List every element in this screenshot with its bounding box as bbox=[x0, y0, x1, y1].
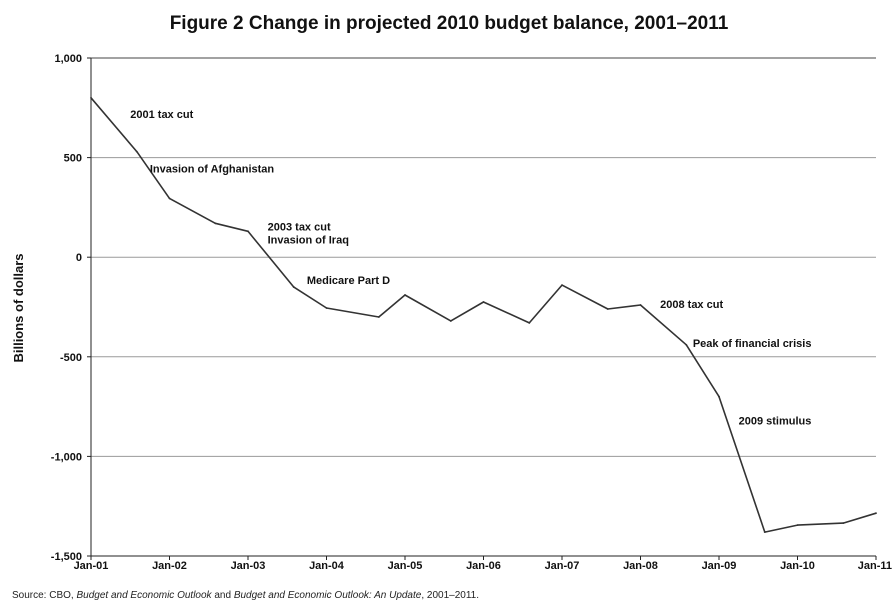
data-point bbox=[718, 395, 720, 398]
x-tick-labels: Jan-01 Jan-02 Jan-03 Jan-04 Jan-05 Jan-06 Jan-… bbox=[74, 560, 892, 572]
annotations: 2001 tax cut Invasion of Afghanistan 2003 … bbox=[130, 109, 811, 428]
data-point bbox=[168, 197, 171, 200]
x-tick-label: Jan-05 bbox=[388, 560, 423, 572]
data-point bbox=[763, 531, 766, 533]
y-tick-label: -1,000 bbox=[51, 451, 82, 463]
annotation-label: 2009 stimulus bbox=[739, 416, 812, 428]
x-tick-label: Jan-06 bbox=[466, 560, 501, 572]
x-tick-label: Jan-11 bbox=[858, 560, 892, 572]
data-point bbox=[90, 96, 92, 99]
source-prefix: Source: CBO, bbox=[12, 590, 76, 601]
chart-title: Figure 2 Change in projected 2010 budget… bbox=[170, 13, 729, 34]
series-group bbox=[90, 96, 877, 533]
data-point bbox=[377, 316, 380, 318]
annotation-label: 2008 tax cut bbox=[660, 299, 723, 311]
source-suffix: , 2001–2011. bbox=[421, 590, 479, 601]
annotation-label: 2001 tax cut bbox=[130, 109, 193, 121]
gridlines bbox=[91, 157, 876, 457]
data-point bbox=[247, 230, 249, 233]
data-point bbox=[135, 150, 138, 153]
annotation-label: Peak of financial crisis bbox=[693, 338, 812, 350]
data-point bbox=[561, 284, 563, 286]
source-title-1: Budget and Economic Outlook bbox=[76, 590, 212, 601]
x-tick-label: Jan-04 bbox=[309, 560, 345, 572]
annotation-label: 2003 tax cut bbox=[268, 221, 331, 233]
data-point bbox=[875, 512, 877, 515]
source-mid: and bbox=[212, 590, 234, 601]
x-tick-label: Jan-07 bbox=[545, 560, 580, 572]
data-point bbox=[639, 304, 642, 306]
data-point bbox=[449, 320, 452, 322]
x-tick-label: Jan-08 bbox=[623, 560, 658, 572]
data-point bbox=[606, 308, 609, 310]
source-note: Source: CBO, Budget and Economic Outlook… bbox=[12, 590, 479, 601]
y-tick-label: -1,500 bbox=[51, 551, 82, 563]
annotation-label: Invasion of Afghanistan bbox=[150, 164, 275, 176]
data-point bbox=[292, 286, 295, 288]
x-tick-label: Jan-01 bbox=[74, 560, 109, 572]
x-tick-label: Jan-09 bbox=[702, 560, 737, 572]
y-tick-label: 1,000 bbox=[54, 53, 82, 65]
y-tick-label: 500 bbox=[64, 153, 82, 165]
data-point bbox=[528, 322, 531, 324]
data-point bbox=[482, 301, 485, 303]
annotation-label: Invasion of Iraq bbox=[268, 234, 349, 246]
source-title-2: Budget and Economic Outlook: An Update bbox=[234, 590, 422, 601]
data-point bbox=[214, 222, 217, 225]
y-tick-label: -500 bbox=[60, 352, 82, 364]
y-axis-label: Billions of dollars bbox=[11, 253, 26, 362]
annotation-label: Medicare Part D bbox=[307, 275, 390, 287]
y-tick-label: 0 bbox=[76, 252, 82, 264]
x-tick-label: Jan-02 bbox=[152, 560, 187, 572]
axes bbox=[87, 57, 877, 560]
data-point bbox=[796, 524, 799, 527]
data-point bbox=[325, 307, 328, 309]
data-point bbox=[685, 343, 688, 346]
x-tick-label: Jan-03 bbox=[231, 560, 266, 572]
y-tick-labels: 1,000 500 0 -500 -1,000 -1,500 bbox=[51, 53, 82, 563]
x-tick-label: Jan-10 bbox=[780, 560, 815, 572]
data-point bbox=[404, 294, 406, 296]
data-point bbox=[842, 522, 845, 525]
